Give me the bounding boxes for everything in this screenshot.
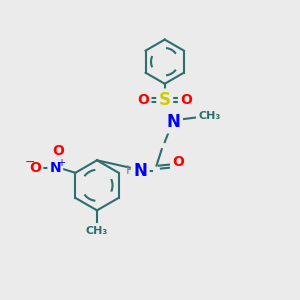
Text: O: O <box>52 144 64 158</box>
Text: O: O <box>180 93 192 107</box>
Text: CH₃: CH₃ <box>86 226 108 236</box>
Text: N: N <box>167 113 181 131</box>
Text: +: + <box>57 158 64 168</box>
Text: S: S <box>159 91 171 109</box>
Text: O: O <box>172 155 184 169</box>
Text: −: − <box>25 155 35 168</box>
Text: O: O <box>138 93 149 107</box>
Text: H: H <box>126 164 135 176</box>
Text: CH₃: CH₃ <box>199 111 221 121</box>
Text: N: N <box>50 161 61 176</box>
Text: N: N <box>133 162 147 180</box>
Text: O: O <box>29 161 41 176</box>
